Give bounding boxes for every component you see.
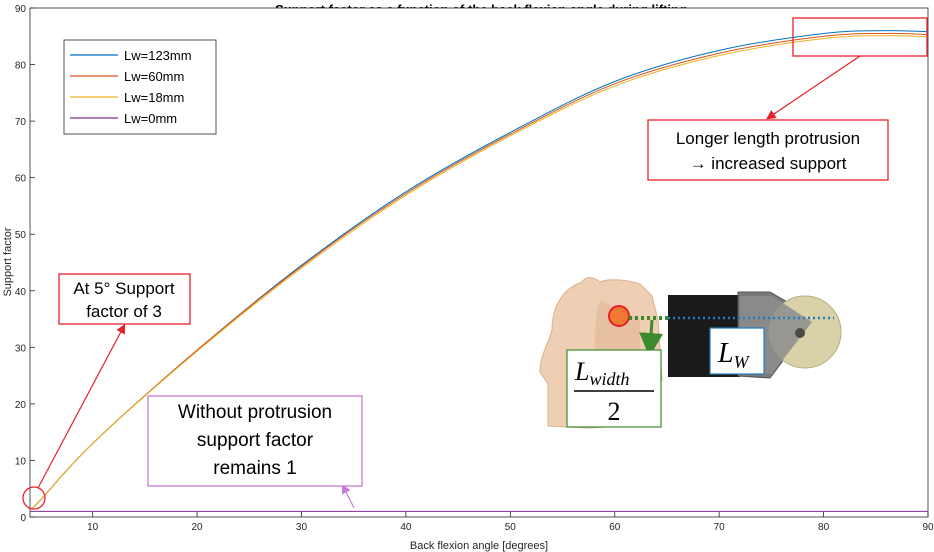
x-tick-label: 30 [296, 522, 308, 533]
width-label-numerator: Lwidth [574, 357, 629, 389]
legend-label: Lw=0mm [124, 111, 177, 126]
x-tick-label: 50 [505, 522, 517, 533]
y-tick-label: 40 [15, 287, 27, 298]
y-tick-label: 90 [15, 4, 27, 15]
annotation-arrow [37, 323, 126, 489]
exoskeleton-illustration: LW Lwidth 2 [539, 277, 842, 429]
x-tick-label: 90 [922, 522, 934, 533]
annotation-text-line-2: → increased support [690, 154, 847, 173]
y-tick-label: 70 [15, 117, 27, 128]
lw-label: LW [717, 338, 751, 372]
annotation-arrow [766, 55, 861, 120]
y-tick-label: 30 [15, 343, 27, 354]
annotation-box [147, 395, 363, 487]
width-label-denominator: 2 [608, 397, 621, 426]
y-tick-label: 10 [15, 456, 27, 467]
legend-label: Lw=18mm [124, 90, 184, 105]
series-line-lw-18mm [29, 35, 929, 511]
joint-marker [608, 305, 630, 327]
x-tick-label: 60 [609, 522, 621, 533]
width-label-box [566, 349, 662, 428]
y-tick-label: 20 [15, 400, 27, 411]
legend: Lw=123mm Lw=60mm Lw=18mm Lw=0mm [63, 39, 217, 135]
annotation-without-protrusion: Without protrusion support factor remain… [147, 395, 363, 509]
legend-label: Lw=123mm [124, 48, 192, 63]
x-tick-label: 10 [87, 522, 99, 533]
annotation-box [58, 273, 191, 325]
annotation-longer-protrusion: Longer length protrusion → increased sup… [647, 17, 928, 181]
annotation-box [647, 119, 889, 181]
x-tick-label: 80 [818, 522, 830, 533]
series-lines [29, 30, 929, 512]
x-axis-label: Back flexion angle [degrees] [410, 540, 548, 552]
annotation-at-5-degrees: At 5° Support factor of 3 [22, 273, 191, 510]
annotation-text-line-1: At 5° Support [73, 279, 175, 298]
y-tick-label: 80 [15, 61, 27, 72]
axis-ticks: 10 20 30 40 50 60 70 80 90 0 10 20 30 40 50 60 70 80 90 [15, 4, 934, 533]
y-axis-label: Support factor [2, 227, 14, 296]
x-tick-label: 20 [192, 522, 204, 533]
x-tick-label: 40 [400, 522, 412, 533]
y-tick-label: 50 [15, 230, 27, 241]
annotation-text-line-3: remains 1 [213, 458, 296, 479]
width-arrow [639, 319, 664, 357]
y-tick-label: 0 [20, 513, 26, 524]
lw-label-box [709, 327, 765, 375]
annotation-text-line-2: factor of 3 [86, 302, 162, 321]
highlight-circle [22, 486, 46, 510]
annotation-text-line-2: support factor [197, 430, 314, 451]
pivot-hole [795, 328, 805, 338]
annotation-text-line-1: Longer length protrusion [676, 129, 860, 148]
y-tick-label: 60 [15, 174, 27, 185]
legend-label: Lw=60mm [124, 69, 184, 84]
annotation-arrow [341, 483, 355, 509]
x-tick-label: 70 [714, 522, 726, 533]
annotation-text-line-1: Without protrusion [178, 402, 332, 423]
